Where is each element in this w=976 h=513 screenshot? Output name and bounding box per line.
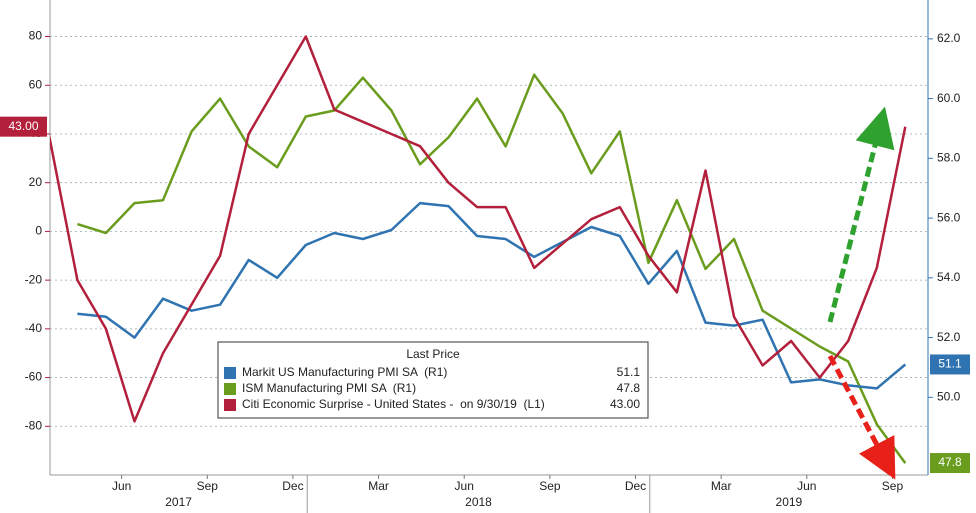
legend-label: Citi Economic Surprise - United States -… [242, 397, 545, 411]
x-tick-label: Sep [197, 479, 219, 493]
series-line [77, 73, 907, 464]
y-tick-label: -40 [25, 321, 43, 335]
x-tick-label: Sep [882, 479, 904, 493]
y-tick-label: 20 [29, 175, 43, 189]
x-tick-label: Dec [282, 479, 303, 493]
last-value-badge [0, 116, 47, 137]
legend-title: Last Price [406, 347, 460, 361]
y-tick-label: 60 [29, 77, 43, 91]
y2-tick-label: 54.0 [937, 270, 961, 284]
last-value-label: 47.8 [938, 455, 962, 469]
y2-tick-label: 56.0 [937, 210, 961, 224]
x-tick-label: Sep [539, 479, 561, 493]
x-tick-label: Jun [455, 479, 474, 493]
last-value-label: 43.00 [8, 119, 38, 133]
legend-swatch [224, 367, 236, 379]
x-tick-label: Mar [711, 479, 732, 493]
arrow-down [827, 354, 896, 480]
last-value-badge [930, 453, 970, 474]
y2-tick-label: 52.0 [937, 330, 961, 344]
year-label: 2017 [165, 495, 192, 509]
year-label: 2018 [465, 495, 492, 509]
y-tick-label: -80 [25, 418, 43, 432]
series-lines [50, 35, 907, 464]
y-tick-label: -60 [25, 370, 43, 384]
y2-tick-label: 60.0 [937, 91, 961, 105]
series-line [50, 35, 907, 423]
legend-value: 47.8 [617, 381, 641, 395]
legend-swatch [224, 383, 236, 395]
y2-tick-label: 50.0 [937, 389, 961, 403]
x-tick-label: Jun [112, 479, 131, 493]
year-label: 2019 [776, 495, 803, 509]
legend-swatch [224, 399, 236, 411]
x-tick-label: Mar [368, 479, 389, 493]
legend-value: 43.00 [610, 397, 640, 411]
y-tick-label: 80 [29, 29, 43, 43]
y-tick-label: 0 [35, 224, 42, 238]
y-tick-label: -20 [25, 272, 43, 286]
last-value-label: 51.1 [938, 357, 962, 371]
x-tick-label: Jun [797, 479, 816, 493]
legend-box [217, 341, 649, 419]
series-line [77, 201, 907, 390]
legend-label: Markit US Manufacturing PMI SA (R1) [242, 365, 447, 379]
legend-label: ISM Manufacturing PMI SA (R1) [242, 381, 416, 395]
y2-tick-label: 58.0 [937, 151, 961, 165]
x-tick-label: Dec [625, 479, 646, 493]
legend-value: 51.1 [617, 365, 641, 379]
arrow-up [827, 106, 895, 323]
y2-tick-label: 62.0 [937, 31, 961, 45]
last-value-badge [930, 354, 970, 375]
